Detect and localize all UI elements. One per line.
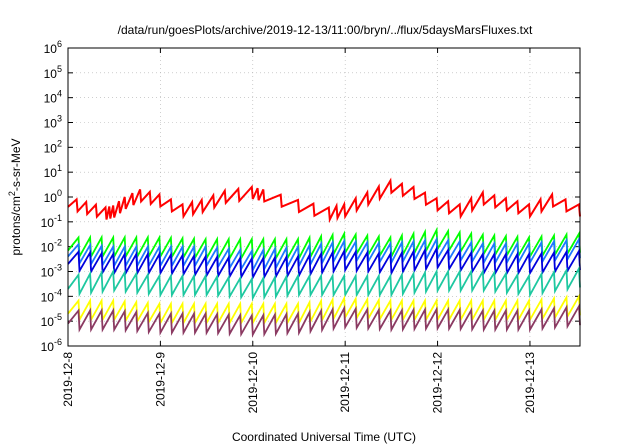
y-tick-exp: 1 bbox=[57, 163, 62, 173]
series-line bbox=[67, 177, 581, 224]
x-tick-label: 2019-12-12 bbox=[431, 352, 445, 414]
y-tick-label: 10-3 bbox=[41, 263, 62, 280]
y-tick-label: 10-1 bbox=[41, 213, 62, 230]
x-tick-label: 2019-12-9 bbox=[153, 352, 167, 407]
y-tick-base: 10 bbox=[44, 191, 58, 205]
y-tick-base: 10 bbox=[44, 92, 58, 106]
y-tick-base: 10 bbox=[41, 216, 55, 230]
y-axis-label: protons/cm2-s-sr-MeV bbox=[7, 138, 23, 255]
y-tick-label: 10-2 bbox=[41, 238, 62, 255]
x-tick-label: 2019-12-11 bbox=[338, 352, 352, 413]
chart-title: /data/run/goesPlots/archive/2019-12-13/1… bbox=[118, 23, 533, 37]
y-tick-exp: -1 bbox=[54, 213, 62, 223]
y-tick-base: 10 bbox=[44, 67, 58, 81]
y-tick-exp: 3 bbox=[57, 114, 62, 124]
y-tick-label: 10-5 bbox=[41, 312, 62, 329]
y-tick-base: 10 bbox=[44, 42, 58, 56]
y-tick-exp: -6 bbox=[54, 337, 62, 347]
x-tick-label: 2019-12-8 bbox=[61, 352, 75, 407]
y-tick-exp: -3 bbox=[54, 263, 62, 273]
x-axis-label: Coordinated Universal Time (UTC) bbox=[232, 430, 416, 444]
series-line bbox=[67, 245, 581, 281]
y-tick-exp: 2 bbox=[57, 138, 62, 148]
x-tick-label: 2019-12-13 bbox=[523, 352, 537, 414]
y-tick-label: 105 bbox=[44, 64, 62, 81]
y-tick-exp: -4 bbox=[54, 287, 62, 297]
y-tick-label: 10-6 bbox=[41, 337, 62, 354]
y-tick-exp: -5 bbox=[54, 312, 62, 322]
y-tick-label: 104 bbox=[44, 89, 62, 106]
y-tick-label: 100 bbox=[44, 188, 62, 205]
series-group bbox=[67, 177, 581, 338]
y-tick-exp: 0 bbox=[57, 188, 62, 198]
y-tick-base: 10 bbox=[41, 315, 55, 329]
y-tick-label: 101 bbox=[44, 163, 62, 180]
y-tick-base: 10 bbox=[41, 290, 55, 304]
plot-frame bbox=[67, 47, 581, 347]
x-tick-labels: 2019-12-8 2019-12-9 2019-12-10 2019-12-11 20… bbox=[61, 352, 537, 414]
series-line bbox=[67, 265, 581, 302]
y-tick-exp: 4 bbox=[57, 89, 62, 99]
y-tick-base: 10 bbox=[41, 340, 55, 354]
y-tick-base: 10 bbox=[41, 241, 55, 255]
y-tick-labels: 10-610-510-410-310-210-11001011021031041… bbox=[41, 39, 62, 354]
y-tick-base: 10 bbox=[44, 166, 58, 180]
y-tick-label: 106 bbox=[44, 39, 62, 56]
y-tick-exp: -2 bbox=[54, 238, 62, 248]
series-line bbox=[67, 303, 581, 338]
y-tick-exp: 5 bbox=[57, 64, 62, 74]
y-tick-base: 10 bbox=[41, 266, 55, 280]
y-tick-label: 102 bbox=[44, 138, 62, 155]
y-tick-base: 10 bbox=[44, 141, 58, 155]
y-tick-label: 10-4 bbox=[41, 287, 62, 304]
y-tick-label: 103 bbox=[44, 114, 62, 131]
y-tick-base: 10 bbox=[44, 117, 58, 131]
y-tick-exp: 6 bbox=[57, 39, 62, 49]
y-axis-label-sup: 2 bbox=[7, 191, 17, 196]
x-tick-label: 2019-12-10 bbox=[246, 352, 260, 414]
